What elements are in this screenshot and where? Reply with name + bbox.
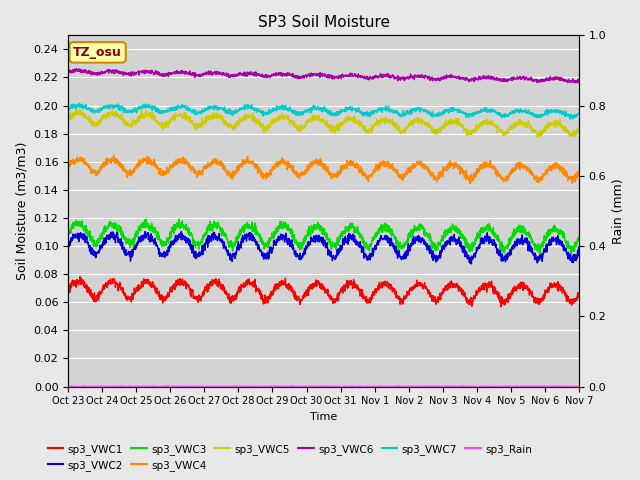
sp3_VWC3 xyxy=(175,216,182,222)
Line: sp3_VWC1: sp3_VWC1 xyxy=(68,277,579,307)
sp3_VWC1 xyxy=(575,291,583,297)
sp3_Rain xyxy=(64,384,72,389)
sp3_VWC6 xyxy=(72,66,80,72)
sp3_VWC1 xyxy=(300,294,307,300)
sp3_VWC4 xyxy=(561,173,568,179)
sp3_VWC6 xyxy=(560,77,568,83)
sp3_VWC3 xyxy=(90,239,98,244)
sp3_VWC4 xyxy=(110,152,118,158)
sp3_VWC5 xyxy=(64,116,72,121)
sp3_VWC2 xyxy=(141,228,149,234)
sp3_VWC6 xyxy=(575,79,583,84)
sp3_VWC2 xyxy=(64,246,72,252)
sp3_VWC2 xyxy=(575,248,583,254)
sp3_VWC4 xyxy=(64,163,72,168)
sp3_Rain xyxy=(299,384,307,389)
sp3_VWC2 xyxy=(468,261,476,267)
sp3_VWC3 xyxy=(467,246,474,252)
sp3_VWC4 xyxy=(300,170,307,176)
X-axis label: Time: Time xyxy=(310,412,337,422)
sp3_VWC5 xyxy=(467,131,474,136)
sp3_VWC7 xyxy=(569,116,577,122)
sp3_VWC3 xyxy=(64,231,72,237)
sp3_VWC4 xyxy=(575,168,583,174)
sp3_VWC1 xyxy=(76,274,84,280)
sp3_Rain xyxy=(575,384,583,389)
sp3_Rain xyxy=(90,384,98,390)
sp3_VWC1 xyxy=(313,283,321,288)
sp3_VWC1 xyxy=(561,289,568,295)
Line: sp3_VWC6: sp3_VWC6 xyxy=(68,69,579,83)
sp3_VWC1 xyxy=(91,290,99,296)
sp3_Rain xyxy=(467,384,475,389)
sp3_VWC6 xyxy=(572,80,579,86)
sp3_VWC1 xyxy=(497,304,505,310)
sp3_VWC5 xyxy=(313,116,321,121)
sp3_VWC3 xyxy=(567,251,575,256)
sp3_VWC7 xyxy=(91,110,99,116)
sp3_VWC7 xyxy=(76,101,83,107)
sp3_VWC6 xyxy=(64,70,72,76)
sp3_VWC6 xyxy=(300,73,307,79)
Line: sp3_VWC7: sp3_VWC7 xyxy=(68,104,579,119)
sp3_VWC7 xyxy=(560,111,568,117)
sp3_VWC6 xyxy=(313,71,321,77)
sp3_Rain xyxy=(561,384,568,390)
sp3_Rain xyxy=(392,383,400,389)
Text: TZ_osu: TZ_osu xyxy=(73,46,122,59)
sp3_VWC2 xyxy=(300,250,307,256)
sp3_VWC3 xyxy=(575,236,583,241)
sp3_VWC2 xyxy=(561,248,568,253)
sp3_VWC5 xyxy=(561,126,568,132)
sp3_VWC2 xyxy=(90,252,98,258)
sp3_VWC5 xyxy=(575,125,583,131)
sp3_VWC2 xyxy=(313,234,321,240)
sp3_VWC7 xyxy=(300,111,307,117)
sp3_VWC5 xyxy=(90,122,98,128)
sp3_VWC4 xyxy=(467,180,474,186)
Line: sp3_VWC4: sp3_VWC4 xyxy=(68,155,579,183)
sp3_VWC5 xyxy=(109,107,116,112)
sp3_Rain xyxy=(313,384,321,390)
sp3_VWC1 xyxy=(467,301,474,307)
Title: SP3 Soil Moisture: SP3 Soil Moisture xyxy=(257,15,390,30)
sp3_VWC5 xyxy=(561,126,568,132)
sp3_VWC5 xyxy=(534,134,541,140)
sp3_VWC3 xyxy=(313,226,321,232)
sp3_VWC4 xyxy=(90,168,98,174)
Y-axis label: Soil Moisture (m3/m3): Soil Moisture (m3/m3) xyxy=(15,142,28,280)
sp3_VWC3 xyxy=(561,231,568,237)
sp3_VWC3 xyxy=(560,233,568,239)
Legend: sp3_VWC1, sp3_VWC2, sp3_VWC3, sp3_VWC4, sp3_VWC5, sp3_VWC6, sp3_VWC7, sp3_Rain: sp3_VWC1, sp3_VWC2, sp3_VWC3, sp3_VWC4, … xyxy=(44,439,536,475)
sp3_VWC4 xyxy=(467,173,475,179)
sp3_Rain xyxy=(428,384,436,390)
Line: sp3_VWC2: sp3_VWC2 xyxy=(68,231,579,264)
sp3_VWC7 xyxy=(64,107,72,113)
sp3_VWC6 xyxy=(91,70,99,75)
Y-axis label: Rain (mm): Rain (mm) xyxy=(612,178,625,244)
Line: sp3_Rain: sp3_Rain xyxy=(68,386,579,387)
Line: sp3_VWC5: sp3_VWC5 xyxy=(68,109,579,137)
sp3_VWC4 xyxy=(561,170,568,176)
sp3_VWC2 xyxy=(561,247,568,252)
sp3_VWC6 xyxy=(467,77,474,83)
sp3_VWC3 xyxy=(300,240,307,246)
sp3_VWC5 xyxy=(300,123,307,129)
sp3_VWC7 xyxy=(467,113,474,119)
sp3_VWC1 xyxy=(64,289,72,295)
sp3_Rain xyxy=(561,384,568,390)
sp3_VWC4 xyxy=(313,160,321,166)
sp3_VWC7 xyxy=(561,111,568,117)
sp3_VWC7 xyxy=(575,111,583,117)
sp3_VWC7 xyxy=(313,106,321,111)
sp3_VWC1 xyxy=(561,290,568,296)
Line: sp3_VWC3: sp3_VWC3 xyxy=(68,219,579,253)
sp3_VWC6 xyxy=(561,77,568,83)
sp3_VWC2 xyxy=(467,258,474,264)
